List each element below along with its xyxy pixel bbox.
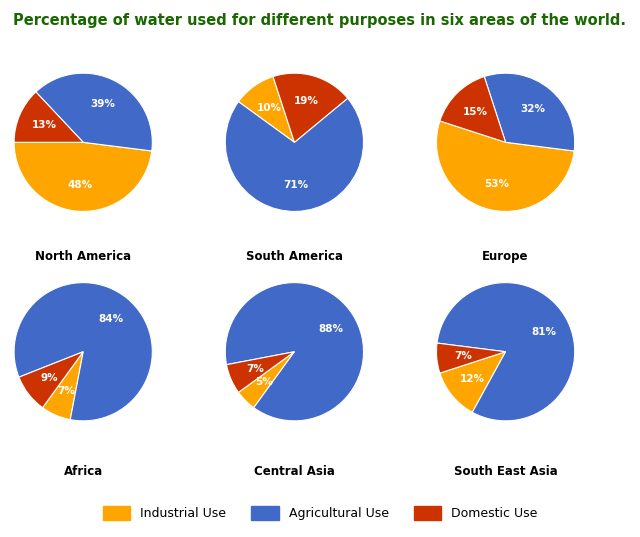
Text: 71%: 71% [283,180,308,190]
Legend: Industrial Use, Agricultural Use, Domestic Use: Industrial Use, Agricultural Use, Domest… [97,501,543,525]
Text: 53%: 53% [484,179,509,189]
Text: Africa: Africa [63,465,103,477]
Text: 88%: 88% [318,324,343,334]
Wedge shape [14,92,83,142]
Wedge shape [225,282,364,421]
Text: 5%: 5% [255,377,273,387]
Wedge shape [14,282,152,421]
Wedge shape [36,73,152,151]
Wedge shape [239,352,294,408]
Wedge shape [273,73,348,142]
Text: 9%: 9% [40,373,58,383]
Text: 32%: 32% [520,104,545,114]
Text: 39%: 39% [90,99,115,109]
Text: Percentage of water used for different purposes in six areas of the world.: Percentage of water used for different p… [13,13,626,28]
Wedge shape [19,352,83,408]
Text: 81%: 81% [531,327,556,337]
Text: 10%: 10% [257,103,282,113]
Wedge shape [484,73,575,151]
Text: 84%: 84% [98,314,123,324]
Wedge shape [437,282,575,421]
Text: 12%: 12% [460,374,485,384]
Text: 13%: 13% [31,120,56,130]
Text: South America: South America [246,250,343,263]
Text: North America: North America [35,250,131,263]
Wedge shape [239,77,294,142]
Wedge shape [440,77,506,142]
Wedge shape [225,98,364,212]
Text: 15%: 15% [463,107,488,117]
Text: South East Asia: South East Asia [454,465,557,477]
Text: 7%: 7% [246,364,264,374]
Wedge shape [227,352,294,393]
Wedge shape [14,142,152,212]
Text: 48%: 48% [68,180,93,190]
Text: Europe: Europe [483,250,529,263]
Wedge shape [440,352,506,412]
Wedge shape [43,352,83,419]
Text: 19%: 19% [294,96,319,106]
Text: 7%: 7% [454,351,472,361]
Wedge shape [436,343,506,373]
Text: Central Asia: Central Asia [254,465,335,477]
Text: 7%: 7% [57,386,75,396]
Wedge shape [436,121,574,212]
